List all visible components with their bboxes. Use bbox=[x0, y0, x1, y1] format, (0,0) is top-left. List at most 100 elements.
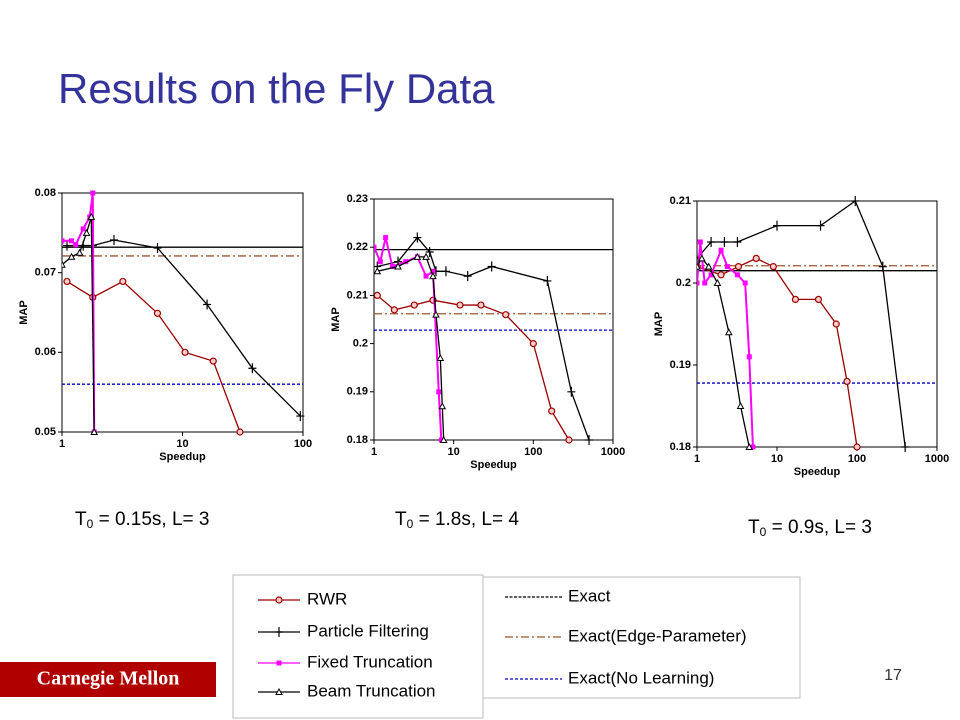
legend-label: Exact(Edge-Parameter) bbox=[568, 626, 747, 645]
marker-plus bbox=[248, 363, 257, 374]
marker-plus bbox=[425, 247, 434, 258]
caption: T0 = 0.15s, L= 3 bbox=[75, 509, 210, 531]
x-axis-label: Speedup bbox=[794, 466, 841, 478]
y-axis-label: MAP bbox=[18, 300, 30, 324]
marker-plus bbox=[487, 261, 496, 272]
caption-main: T bbox=[748, 517, 760, 538]
plot-content bbox=[697, 196, 937, 452]
marker-square bbox=[742, 280, 748, 286]
chart: 0.05 0.06 0.07 0.08 1 10 100 Speedup MAP bbox=[18, 187, 312, 463]
x-tick-label: 1000 bbox=[925, 453, 949, 465]
marker-square bbox=[389, 263, 395, 269]
y-tick-label: 0.2 bbox=[676, 277, 691, 289]
marker-circle bbox=[390, 306, 398, 314]
y-axis-label: MAP bbox=[330, 307, 342, 331]
marker-circle bbox=[410, 301, 418, 309]
marker-circle bbox=[843, 377, 851, 385]
marker-square bbox=[746, 354, 752, 360]
marker-triangle bbox=[724, 328, 733, 336]
marker-circle bbox=[832, 320, 840, 328]
marker-plus bbox=[441, 266, 450, 277]
marker-square bbox=[69, 238, 75, 244]
x-tick-label: 1 bbox=[371, 446, 377, 458]
marker-plus bbox=[62, 240, 71, 251]
caption-main: T bbox=[75, 509, 87, 530]
marker-square bbox=[438, 437, 444, 443]
plot-content bbox=[374, 232, 613, 445]
marker-square bbox=[724, 264, 730, 270]
marker-plus bbox=[567, 386, 576, 397]
marker-plus bbox=[851, 196, 860, 206]
marker-triangle bbox=[436, 354, 445, 362]
marker-triangle bbox=[394, 262, 402, 270]
caption-subscript: 0 bbox=[407, 517, 414, 531]
legend-label: Beam Truncation bbox=[307, 681, 436, 700]
marker-circle bbox=[275, 596, 283, 604]
y-tick-label: 0.06 bbox=[35, 346, 56, 358]
marker-plus bbox=[901, 442, 910, 452]
marker-triangle bbox=[413, 252, 422, 260]
marker-circle bbox=[853, 443, 861, 451]
x-tick-label: 1 bbox=[694, 453, 700, 465]
slide-title: Results on the Fly Data bbox=[58, 65, 495, 112]
y-tick-label: 0.22 bbox=[347, 241, 368, 253]
marker-circle bbox=[374, 291, 381, 299]
marker-plus bbox=[720, 237, 729, 247]
marker-plus bbox=[109, 235, 118, 246]
marker-square bbox=[276, 660, 282, 666]
brand: Carnegie Mellon bbox=[37, 668, 180, 690]
marker-circle bbox=[209, 357, 217, 365]
y-tick-label: 0.21 bbox=[347, 289, 368, 301]
marker-circle bbox=[565, 436, 573, 444]
marker-plus bbox=[203, 299, 212, 310]
marker-circle bbox=[477, 301, 485, 309]
series-line bbox=[697, 257, 858, 448]
marker-square bbox=[718, 247, 724, 253]
marker-circle bbox=[529, 340, 537, 348]
marker-square bbox=[702, 280, 708, 286]
marker-square bbox=[708, 272, 714, 278]
x-tick-label: 10 bbox=[176, 438, 188, 450]
caption-rest: = 0.15s, L= 3 bbox=[93, 509, 209, 530]
marker-triangle bbox=[374, 267, 382, 275]
marker-circle bbox=[814, 295, 823, 303]
marker-square bbox=[403, 259, 409, 265]
y-tick-label: 0.18 bbox=[670, 441, 691, 453]
legend-label: Exact(No Learning) bbox=[568, 668, 714, 687]
marker-triangle bbox=[713, 278, 722, 286]
marker-plus bbox=[878, 261, 887, 272]
caption-subscript: 0 bbox=[760, 525, 767, 539]
marker-circle bbox=[181, 348, 189, 356]
y-tick-label: 0.18 bbox=[347, 434, 368, 446]
legend-label: RWR bbox=[307, 589, 347, 608]
marker-circle bbox=[236, 428, 244, 436]
plot-content bbox=[62, 190, 305, 436]
marker-square bbox=[436, 389, 442, 395]
marker-square bbox=[383, 235, 389, 241]
caption-rest: = 0.9s, L= 3 bbox=[766, 517, 872, 538]
x-tick-label: 10 bbox=[771, 453, 783, 465]
marker-triangle bbox=[75, 248, 84, 256]
marker-plus bbox=[153, 242, 162, 253]
marker-circle bbox=[456, 301, 464, 309]
marker-triangle bbox=[90, 427, 99, 435]
marker-square bbox=[734, 272, 740, 278]
marker-circle bbox=[734, 263, 743, 271]
marker-square bbox=[73, 242, 79, 248]
marker-triangle bbox=[698, 254, 706, 262]
marker-square bbox=[374, 244, 377, 250]
x-tick-label: 1000 bbox=[601, 446, 625, 458]
marker-triangle bbox=[745, 442, 754, 450]
marker-triangle bbox=[439, 435, 448, 443]
marker-plus bbox=[463, 271, 472, 282]
series-line bbox=[376, 294, 570, 441]
marker-triangle bbox=[438, 402, 447, 410]
y-tick-label: 0.05 bbox=[35, 426, 56, 438]
chart: 0.18 0.19 0.2 0.21 1 10 100 1000 Speedup MAP bbox=[653, 195, 949, 478]
y-tick-label: 0.19 bbox=[347, 386, 368, 398]
marker-plus bbox=[585, 435, 594, 445]
marker-square bbox=[90, 190, 96, 196]
page-number: 17 bbox=[884, 667, 902, 684]
